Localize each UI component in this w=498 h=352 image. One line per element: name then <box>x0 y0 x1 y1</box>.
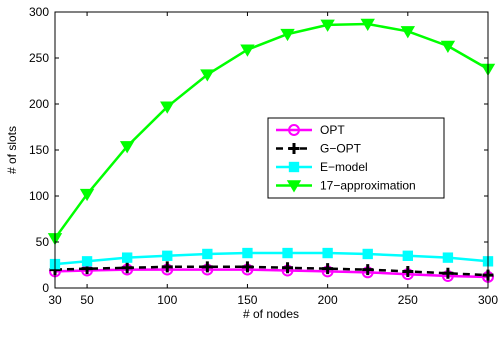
y-tick-label: 150 <box>29 143 49 157</box>
series-layer <box>47 18 496 283</box>
y-tick-label: 250 <box>29 51 49 65</box>
data-point <box>322 263 334 275</box>
data-point <box>322 247 333 259</box>
data-point <box>241 261 253 273</box>
data-point <box>161 261 173 273</box>
series-line-2 <box>54 251 489 266</box>
data-point <box>320 19 335 32</box>
y-tick-label: 200 <box>29 97 49 111</box>
legend: OPT G−OPT E−model 17−approximation <box>267 117 445 199</box>
data-point <box>440 40 456 54</box>
data-point <box>442 252 454 263</box>
x-tick-label: 30 <box>48 293 62 307</box>
data-point <box>202 248 213 260</box>
legend-label: G−OPT <box>320 142 362 156</box>
data-point <box>160 101 175 114</box>
data-point <box>121 252 133 263</box>
legend-marker <box>288 124 300 136</box>
data-point <box>79 188 95 202</box>
y-tick-label: 50 <box>36 235 50 249</box>
x-tick-label: 150 <box>237 293 257 307</box>
data-point <box>362 248 373 260</box>
legend-label: E−model <box>320 160 368 174</box>
y-tick-label: 0 <box>42 281 49 295</box>
x-tick-label: 250 <box>398 293 418 307</box>
y-axis-ticks: 0 50 100 150 200 250 300 <box>29 5 488 295</box>
legend-item: OPT <box>276 123 345 137</box>
legend-label: 17−approximation <box>320 179 416 193</box>
series-3 <box>47 18 496 246</box>
y-tick-label: 300 <box>29 5 49 19</box>
x-tick-label: 100 <box>157 293 177 307</box>
data-point <box>360 18 375 31</box>
x-axis-label: # of nodes <box>243 307 299 321</box>
series-line-3 <box>53 22 489 240</box>
data-point <box>121 262 133 274</box>
data-point <box>442 267 454 279</box>
data-point <box>201 261 213 273</box>
data-point <box>81 256 93 267</box>
series-line-1 <box>54 265 489 277</box>
x-axis-ticks: 30 50 100 150 200 250 300 <box>48 12 498 307</box>
legend-item: E−model <box>276 160 368 174</box>
data-point <box>200 69 215 82</box>
x-tick-label: 50 <box>80 293 94 307</box>
x-tick-label: 300 <box>478 293 498 307</box>
data-point <box>362 264 374 276</box>
y-tick-label: 100 <box>29 189 49 203</box>
legend-label: OPT <box>320 123 345 137</box>
series-2 <box>49 247 494 270</box>
y-axis-label: # of slots <box>5 126 19 174</box>
legend-marker <box>288 143 300 154</box>
data-point <box>280 28 295 42</box>
legend-marker <box>288 161 300 173</box>
data-point <box>282 262 294 274</box>
data-point <box>402 265 414 277</box>
data-point <box>402 250 413 261</box>
data-point <box>240 44 255 57</box>
legend-item: 17−approximation <box>276 179 416 193</box>
legend-item: G−OPT <box>276 142 362 156</box>
legend-marker <box>286 180 302 193</box>
data-point <box>119 141 135 154</box>
data-point <box>162 250 173 261</box>
data-point <box>400 26 416 39</box>
x-tick-label: 200 <box>318 293 338 307</box>
data-point <box>282 247 293 259</box>
data-point <box>242 247 253 259</box>
series-line-0 <box>54 268 489 279</box>
